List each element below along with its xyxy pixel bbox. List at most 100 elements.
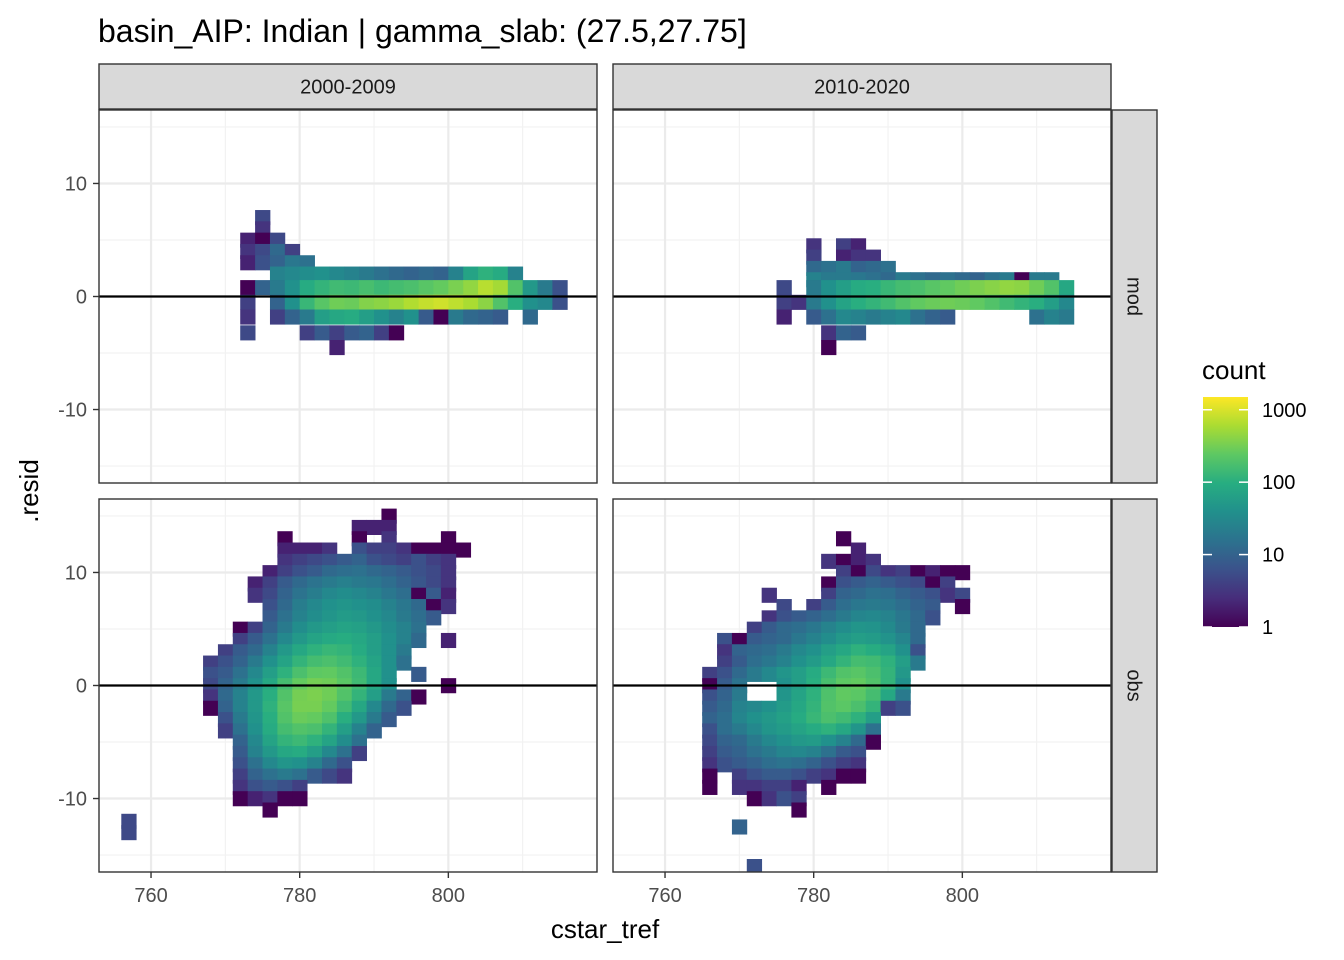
panel-obs-2000-2009 [98, 498, 598, 873]
heatmap-cell [329, 294, 345, 310]
heatmap-cell [492, 280, 509, 296]
heatmap-cell [284, 309, 301, 325]
heatmap-cell [329, 280, 345, 296]
heatmap-cell [314, 294, 330, 310]
heatmap-cell [850, 280, 867, 296]
heatmap-cell [463, 280, 479, 296]
heatmap-cell [940, 280, 956, 296]
heatmap-cell [344, 309, 360, 325]
heatmap-cell [806, 309, 822, 325]
heatmap-cell [336, 768, 353, 784]
heatmap-cell [865, 734, 881, 750]
heatmap-cell [895, 309, 911, 325]
heatmap-cell [359, 280, 375, 296]
heatmap-cell [448, 294, 464, 310]
facet-strip-label: 2000-2009 [300, 77, 396, 99]
heatmap-cell [240, 255, 256, 271]
heatmap-cell [329, 340, 345, 356]
heatmap-cell [895, 280, 911, 296]
heatmap-cell [507, 266, 524, 282]
heatmap-cell [307, 768, 323, 784]
legend-tick-label: 100 [1262, 472, 1295, 494]
legend-tick-label: 1000 [1262, 400, 1307, 422]
heatmap-cell [492, 266, 509, 282]
heatmap-cell [121, 825, 137, 841]
heatmap-cell [895, 700, 911, 716]
heatmap-cell [329, 309, 345, 325]
y-tick-label: -10 [58, 400, 87, 422]
heatmap-cell [1058, 280, 1075, 296]
heatmap-cell [299, 294, 315, 310]
heatmap-cell [411, 666, 427, 682]
heatmap-cell [925, 280, 941, 296]
heatmap-cell [850, 309, 867, 325]
y-tick-label: -10 [58, 789, 87, 811]
heatmap-cell [791, 802, 807, 818]
heatmap-cell [761, 666, 777, 682]
heatmap-cell [411, 689, 427, 705]
heatmap-cell [388, 280, 405, 296]
heatmap-cell [910, 280, 926, 296]
heatmap-cell [731, 779, 748, 795]
heatmap-cell [761, 587, 777, 603]
heatmap-tiles [240, 210, 568, 356]
heatmap-cell [299, 325, 315, 341]
heatmap-cell [806, 280, 822, 296]
heatmap-cell [426, 610, 442, 626]
heatmap-cell [969, 280, 986, 296]
heatmap-cell [329, 266, 345, 282]
y-axis-title: .resid [14, 459, 44, 523]
heatmap-cell [776, 280, 792, 296]
heatmap-cell [895, 294, 911, 310]
heatmap-cell [411, 632, 427, 649]
heatmap-cell [448, 280, 464, 296]
heatmap-cell [702, 779, 718, 795]
heatmap-cell [850, 325, 867, 341]
heatmap-cell [388, 309, 405, 325]
x-axis: 760 780 800 760 780 800 [134, 872, 979, 907]
facet-strip-col [612, 63, 1112, 110]
heatmap-cell [299, 266, 315, 282]
heatmap-cell [299, 280, 315, 296]
heatmap-cell [835, 294, 852, 310]
heatmap-cell [910, 655, 926, 671]
heatmap-cell [1029, 280, 1045, 296]
heatmap-tiles [776, 238, 1075, 356]
heatmap-cell [269, 266, 286, 282]
panel-obs-2010-2020 [612, 498, 1112, 873]
heatmap-cell [821, 309, 837, 325]
panel-mod-2010-2020 [612, 109, 1112, 484]
heatmap-cell [314, 280, 330, 296]
heatmap-cell [269, 294, 286, 310]
y-tick-label: 10 [65, 173, 87, 195]
facet-strip-row [1111, 498, 1158, 873]
heatmap-cell [835, 325, 852, 341]
heatmap-cell [374, 325, 390, 341]
heatmap-cell [396, 655, 412, 671]
heatmap-cell [359, 294, 375, 310]
y-tick-label: 10 [65, 562, 87, 584]
heatmap-cell [351, 745, 367, 762]
heatmap-cell [314, 325, 330, 341]
heatmap-cell [284, 266, 301, 282]
heatmap-cell [880, 309, 896, 325]
heatmap-cell [329, 325, 345, 341]
heatmap-cell [507, 280, 524, 296]
x-tick-label: 760 [134, 885, 167, 907]
heatmap-cell [954, 294, 971, 310]
heatmap-cell [433, 266, 449, 282]
legend-ticks: 1 10 100 1000 [1203, 400, 1307, 639]
heatmap-cell [255, 280, 271, 296]
heatmap-cell [880, 700, 896, 716]
heatmap-cell [940, 309, 956, 325]
heatmap-cell [292, 791, 308, 807]
heatmap-cell [1014, 280, 1030, 296]
heatmap-cell [1058, 309, 1075, 325]
heatmap-cell [776, 791, 792, 807]
heatmap-cell [440, 632, 457, 649]
facet-strip-label: 2010-2020 [814, 77, 910, 99]
heatmap-cell [359, 266, 375, 282]
heatmap-cell [522, 309, 538, 325]
heatmap-cell [463, 294, 479, 310]
heatmap-cell [418, 266, 434, 282]
